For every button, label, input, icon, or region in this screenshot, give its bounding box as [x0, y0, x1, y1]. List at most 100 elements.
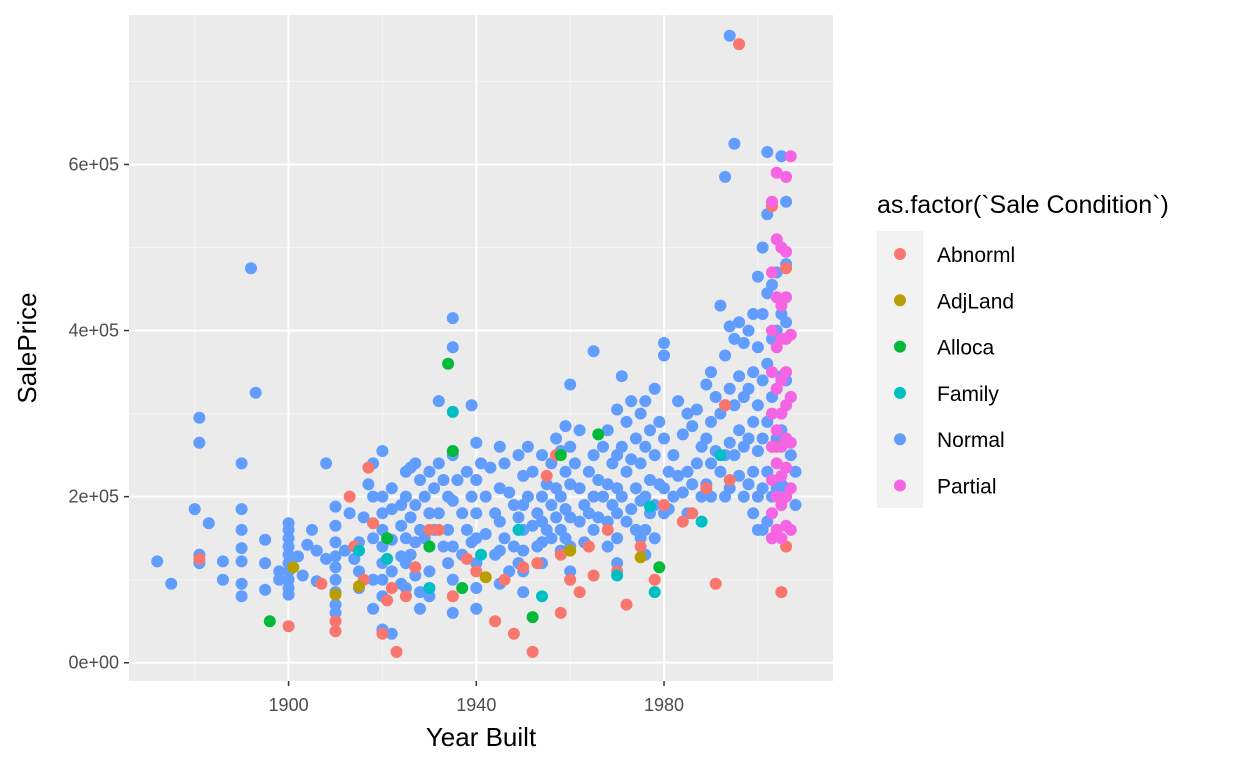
data-point: [465, 490, 478, 503]
data-point: [723, 436, 736, 449]
data-point: [564, 378, 577, 391]
data-point: [751, 445, 764, 457]
data-point: [672, 469, 685, 482]
data-point: [766, 195, 778, 208]
data-point: [470, 507, 483, 520]
data-point: [629, 482, 642, 495]
data-point: [423, 465, 436, 478]
data-point: [404, 511, 417, 524]
data-point: [367, 490, 380, 503]
data-point: [695, 515, 708, 528]
data-point: [376, 573, 389, 586]
data-point: [733, 424, 746, 437]
data-point: [587, 490, 600, 503]
data-point: [700, 432, 713, 445]
y-tick-label: 0e+00: [68, 653, 119, 673]
data-point: [395, 519, 408, 532]
data-point: [460, 523, 473, 536]
data-point: [784, 523, 797, 536]
data-point: [620, 598, 633, 611]
data-point: [766, 474, 778, 486]
data-point: [601, 540, 614, 553]
data-point: [658, 337, 670, 349]
data-point: [287, 561, 300, 574]
data-point: [601, 515, 614, 528]
data-point: [784, 150, 797, 163]
data-point: [634, 540, 647, 553]
legend-label-normal: Normal: [937, 429, 1005, 452]
data-point: [690, 457, 703, 470]
data-point: [362, 461, 375, 474]
data-point: [766, 278, 778, 291]
legend-label-family: Family: [937, 383, 999, 406]
data-point: [639, 490, 652, 503]
data-point: [742, 382, 755, 395]
data-point: [766, 407, 778, 420]
data-point: [460, 465, 473, 478]
data-point: [540, 469, 553, 482]
data-point: [756, 241, 769, 254]
data-point: [667, 449, 680, 462]
data-point: [601, 523, 614, 536]
data-point: [728, 137, 741, 150]
data-point: [780, 461, 793, 474]
data-point: [620, 415, 633, 428]
data-point: [390, 645, 403, 658]
data-point: [733, 469, 746, 482]
data-point: [531, 557, 544, 570]
data-point: [780, 366, 793, 379]
data-point: [526, 611, 539, 624]
data-point: [709, 577, 722, 590]
data-point: [597, 490, 609, 503]
data-point: [409, 561, 422, 574]
data-point: [479, 528, 492, 540]
data-point: [362, 478, 375, 491]
data-point: [766, 507, 778, 520]
data-point: [554, 490, 567, 503]
data-point: [639, 395, 652, 408]
data-point: [770, 457, 783, 470]
data-point: [151, 555, 164, 568]
data-point: [456, 582, 469, 594]
data-point: [512, 523, 525, 536]
data-point: [784, 482, 797, 495]
data-point: [423, 582, 436, 594]
data-point: [564, 573, 577, 586]
data-point: [789, 499, 802, 511]
plot-panel: [129, 15, 833, 681]
data-point: [456, 507, 469, 520]
data-point: [559, 465, 572, 478]
data-point: [338, 544, 351, 557]
data-point: [381, 552, 394, 565]
data-point: [597, 440, 609, 453]
data-point: [235, 542, 248, 555]
data-point: [780, 291, 793, 304]
data-point: [259, 557, 272, 570]
data-point: [329, 588, 342, 601]
data-point: [512, 511, 525, 524]
legend-label-alloca: Alloca: [937, 337, 995, 360]
data-point: [470, 436, 483, 449]
data-point: [385, 503, 398, 516]
y-tick-label: 2e+05: [68, 487, 119, 507]
data-point: [423, 540, 436, 553]
data-point: [446, 540, 459, 553]
data-point: [629, 432, 642, 445]
data-point: [554, 548, 567, 561]
data-point: [460, 552, 473, 565]
data-point: [634, 551, 647, 564]
data-point: [681, 465, 694, 478]
data-point: [676, 486, 689, 499]
data-point: [442, 557, 455, 570]
data-point: [658, 482, 670, 495]
data-point: [611, 403, 624, 416]
legend-key-adjland: [894, 294, 906, 307]
data-point: [353, 544, 365, 557]
data-point: [216, 555, 229, 568]
data-point: [367, 532, 380, 545]
data-point: [507, 627, 520, 640]
data-point: [756, 482, 769, 495]
data-point: [437, 474, 450, 486]
data-point: [399, 582, 412, 594]
data-point: [751, 270, 764, 283]
